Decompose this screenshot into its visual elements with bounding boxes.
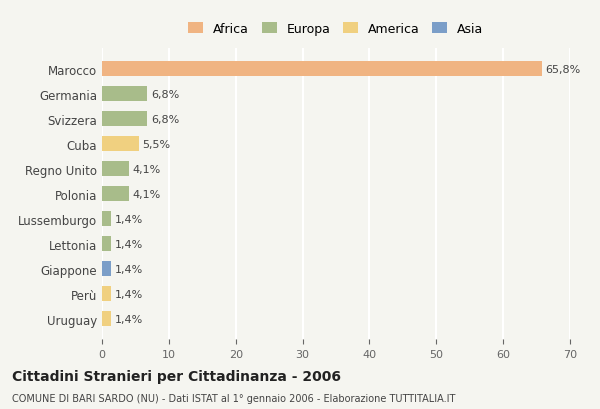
Text: 4,1%: 4,1% [133,189,161,199]
Bar [102,237,112,252]
Text: 1,4%: 1,4% [115,239,143,249]
Text: 1,4%: 1,4% [115,289,143,299]
Text: 1,4%: 1,4% [115,214,143,224]
Bar [102,261,112,276]
Bar [102,311,112,326]
Bar [102,162,130,177]
Text: 1,4%: 1,4% [115,264,143,274]
Bar [102,112,148,127]
Text: COMUNE DI BARI SARDO (NU) - Dati ISTAT al 1° gennaio 2006 - Elaborazione TUTTITA: COMUNE DI BARI SARDO (NU) - Dati ISTAT a… [12,393,455,403]
Bar [102,62,542,77]
Bar [102,286,112,301]
Text: Cittadini Stranieri per Cittadinanza - 2006: Cittadini Stranieri per Cittadinanza - 2… [12,369,341,383]
Bar [102,212,112,227]
Bar [102,137,139,152]
Text: 1,4%: 1,4% [115,314,143,324]
Text: 5,5%: 5,5% [142,139,170,149]
Bar [102,87,148,102]
Text: 6,8%: 6,8% [151,115,179,125]
Bar [102,187,130,202]
Text: 6,8%: 6,8% [151,90,179,100]
Legend: Africa, Europa, America, Asia: Africa, Europa, America, Asia [184,18,488,40]
Text: 65,8%: 65,8% [545,65,581,75]
Text: 4,1%: 4,1% [133,164,161,174]
